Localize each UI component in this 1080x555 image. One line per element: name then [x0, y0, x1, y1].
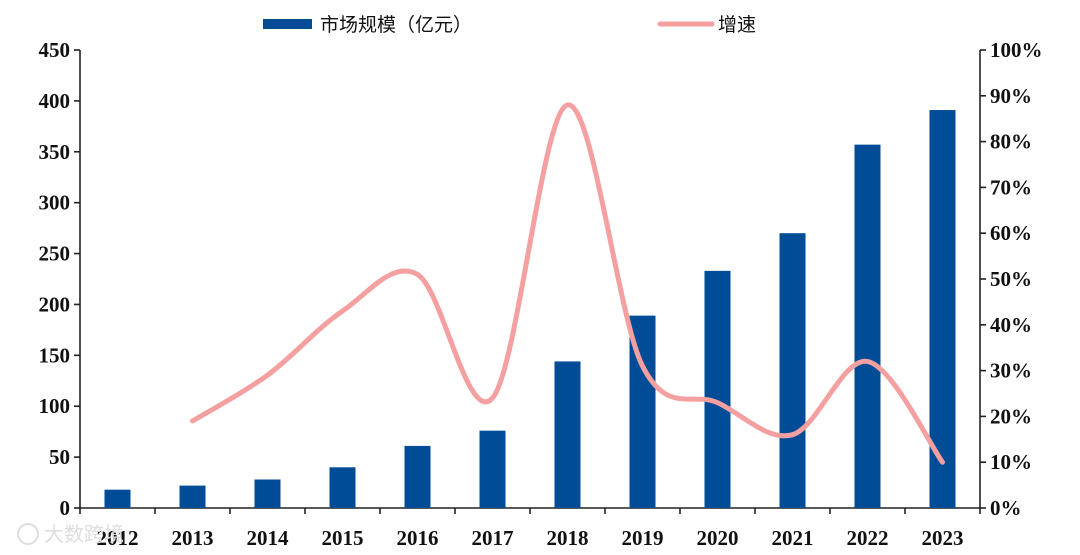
y-right-tick-label: 50%	[990, 267, 1032, 291]
legend-bar-label: 市场规模（亿元）	[320, 14, 472, 36]
line-series	[190, 102, 945, 465]
y-left-tick-label: 150	[39, 343, 71, 367]
y-left-tick-label: 100	[39, 394, 71, 418]
x-tick-label: 2020	[697, 526, 739, 550]
x-tick-label: 2018	[547, 526, 589, 550]
x-tick-label: 2014	[247, 526, 290, 550]
y-left-tick-label: 0	[60, 496, 71, 520]
x-tick-label: 2015	[322, 526, 364, 550]
x-tick-label: 2013	[172, 526, 214, 550]
watermark: 大数跨境	[17, 522, 124, 546]
y-left-tick-label: 350	[39, 140, 71, 164]
legend: 市场规模（亿元） 增速	[263, 14, 756, 36]
x-tick-label: 2012	[97, 526, 139, 550]
bar-2013	[179, 485, 206, 508]
y-right-tick-label: 0%	[990, 496, 1022, 520]
bar-2017	[479, 430, 506, 508]
y-left-tick-label: 300	[39, 191, 71, 215]
y-right-tick-label: 60%	[990, 221, 1032, 245]
bar-2012	[104, 489, 131, 508]
x-tick-label: 2021	[772, 526, 814, 550]
bar-2015	[329, 467, 356, 508]
watermark-logo-icon	[17, 523, 39, 545]
x-tick-label: 2023	[922, 526, 964, 550]
watermark-text: 大数跨境	[44, 522, 124, 546]
y-right-tick-label: 20%	[990, 404, 1032, 428]
legend-bar-swatch	[263, 19, 312, 29]
x-tick-label: 2017	[472, 526, 514, 550]
bar-2022	[854, 144, 881, 509]
y-right-tick-label: 40%	[990, 313, 1032, 337]
bar-2023	[929, 110, 956, 508]
y-left-tick-label: 400	[39, 89, 71, 113]
bar-2016	[404, 445, 431, 508]
legend-line-label: 增速	[718, 14, 756, 36]
x-axis: 2012 2013 2014 2015 2016 2017 2018 2019 2020 2021…	[79, 507, 981, 550]
y-right-tick-label: 90%	[990, 84, 1032, 108]
y-left-axis: 0 50 100 150 200 250 300 350 400 450	[39, 38, 81, 520]
y-left-tick-label: 200	[39, 292, 71, 316]
y-right-tick-label: 70%	[990, 175, 1032, 199]
bar-2018	[554, 361, 581, 508]
y-right-tick-label: 10%	[990, 450, 1032, 474]
bar-series	[104, 110, 956, 509]
y-left-tick-label: 50	[49, 445, 70, 469]
y-right-tick-label: 30%	[990, 359, 1032, 383]
x-tick-label: 2022	[847, 526, 889, 550]
y-right-axis: 0% 10% 20% 30% 40% 50% 60% 70% 80% 90% 100%	[979, 38, 1043, 520]
y-right-tick-label: 100%	[990, 38, 1043, 62]
y-left-tick-label: 450	[39, 38, 71, 62]
bar-2021	[779, 233, 806, 508]
y-right-tick-label: 80%	[990, 130, 1032, 154]
bar-2014	[254, 479, 281, 508]
bar-2020	[704, 270, 731, 508]
y-left-tick-label: 250	[39, 242, 71, 266]
x-tick-label: 2016	[397, 526, 439, 550]
growth-line	[190, 102, 945, 465]
x-tick-label: 2019	[622, 526, 664, 550]
